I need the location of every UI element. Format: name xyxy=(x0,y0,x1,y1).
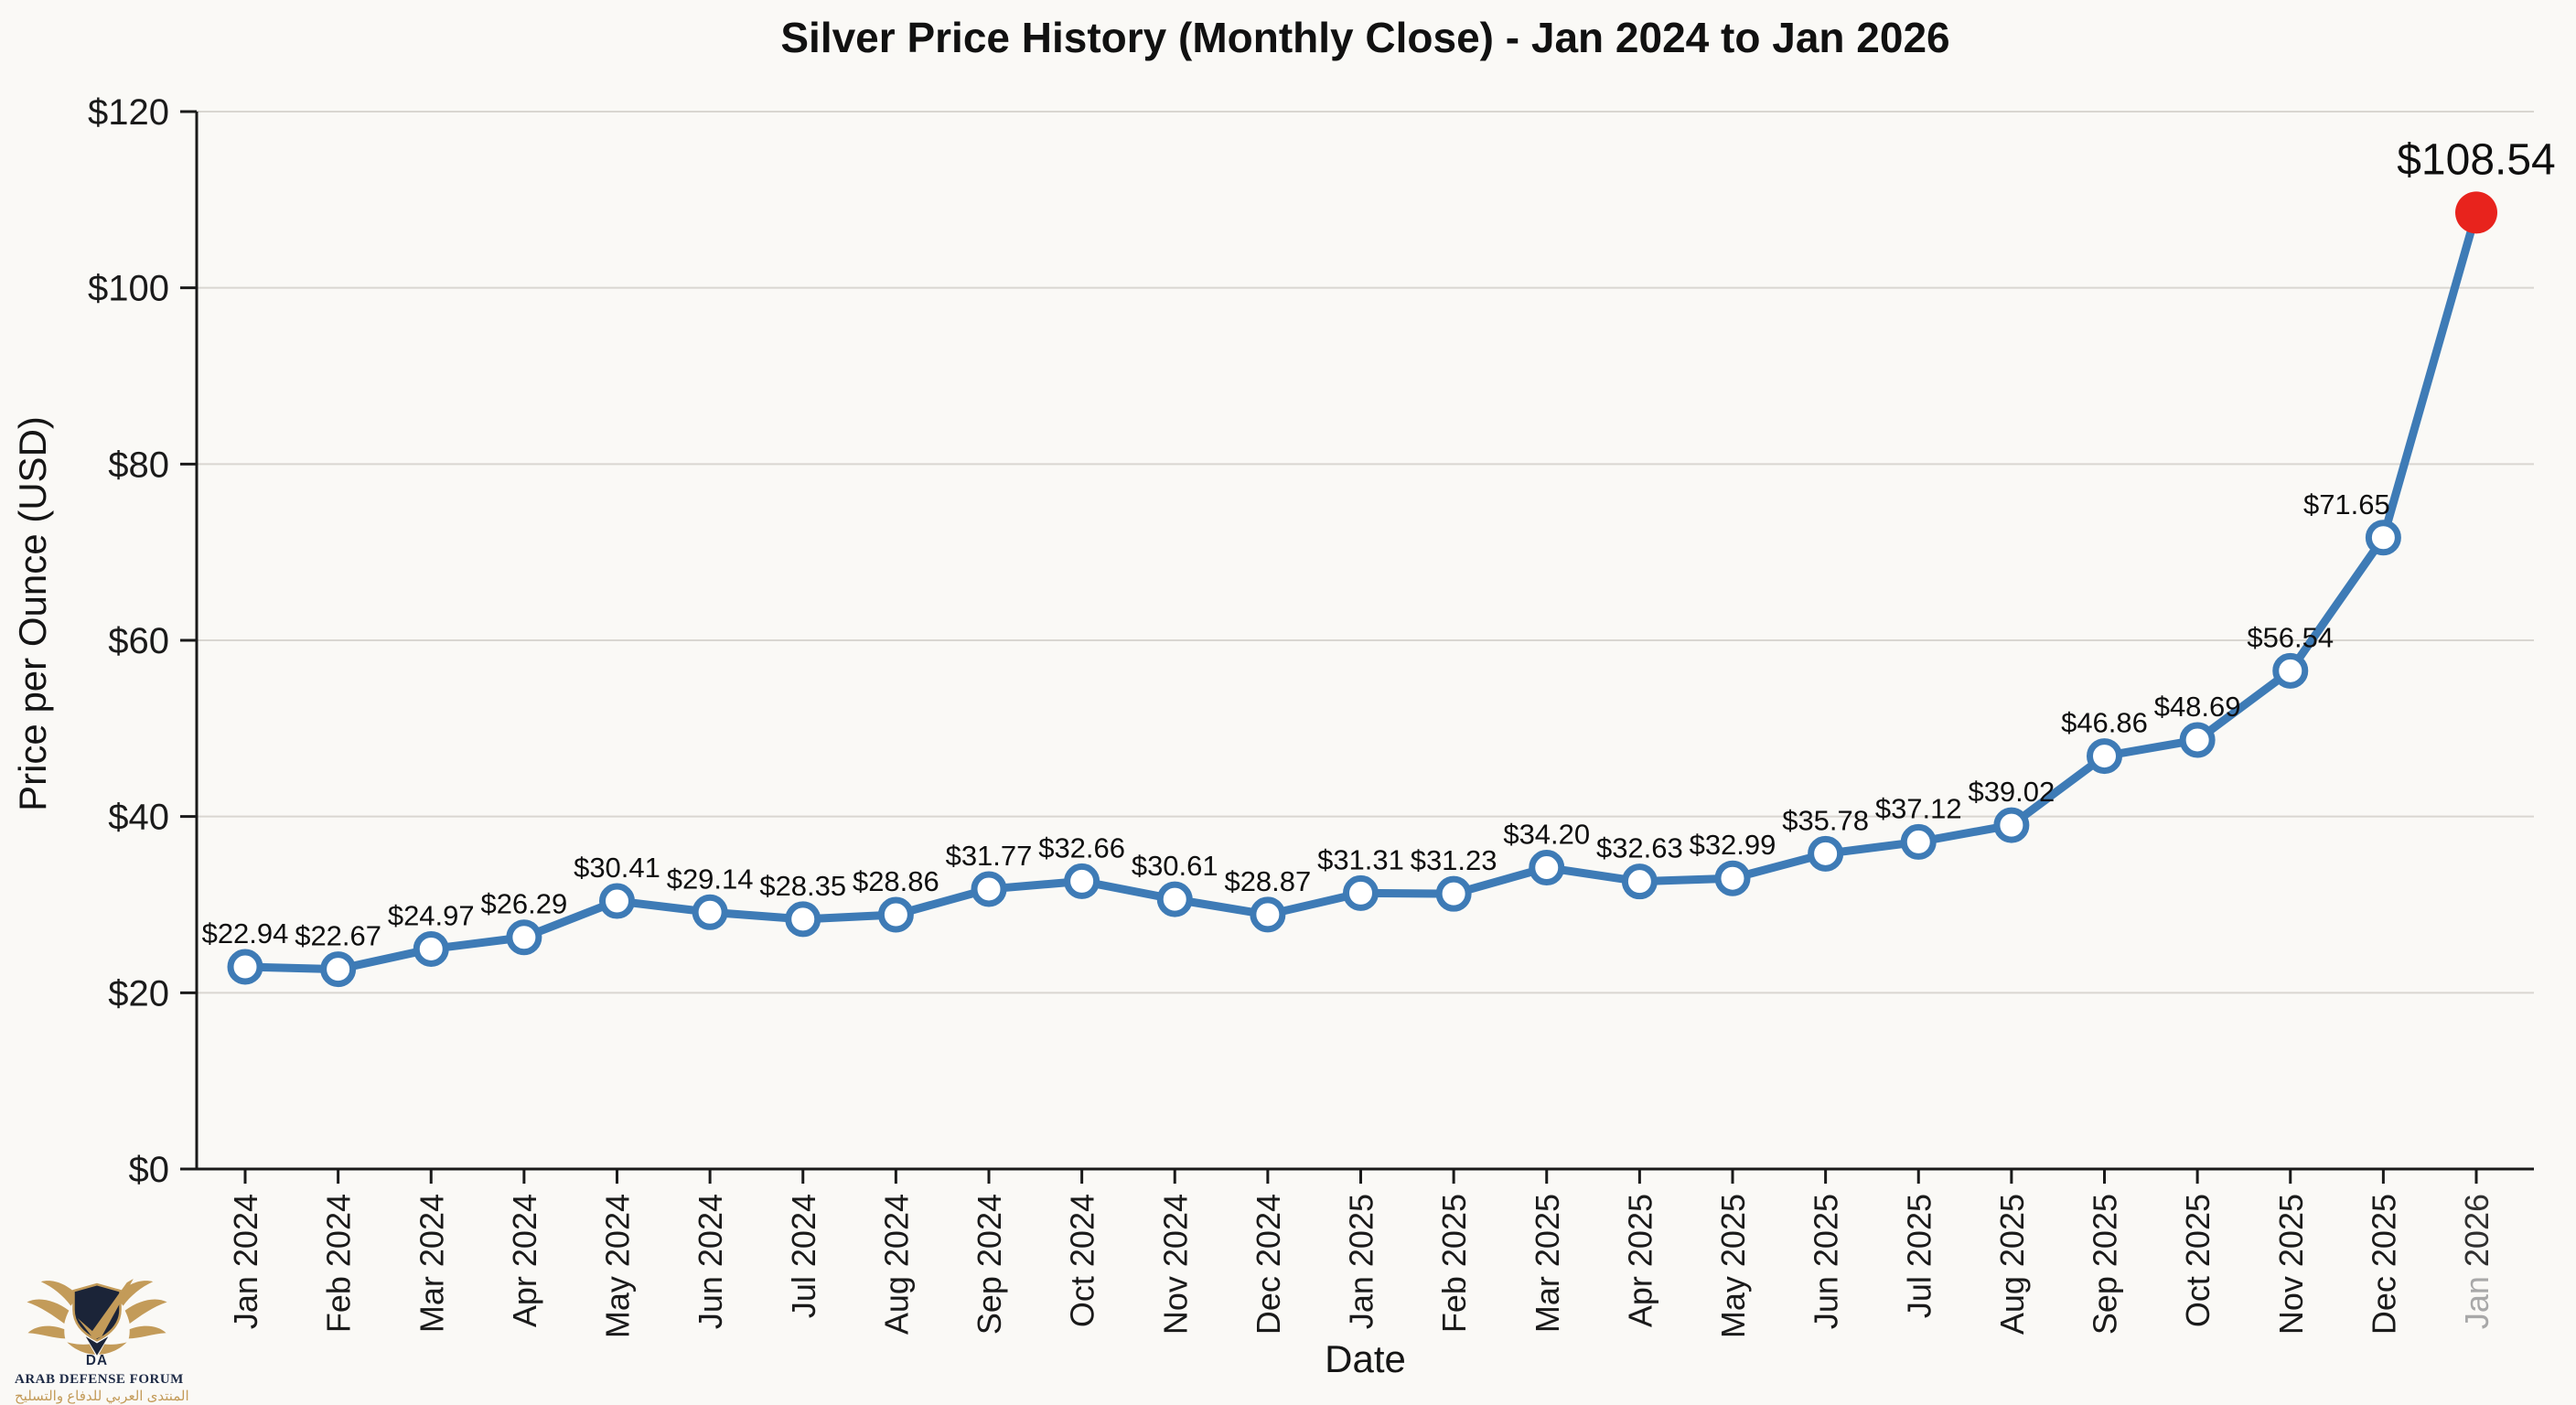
y-tick-label: $40 xyxy=(108,798,169,838)
x-tick-label: Jul 2024 xyxy=(785,1194,822,1318)
data-point-marker xyxy=(2365,520,2401,556)
data-point-marker xyxy=(413,930,449,967)
y-tick-label: $80 xyxy=(108,445,169,485)
data-point-label: $24.97 xyxy=(388,899,475,931)
x-tick-label: Apr 2025 xyxy=(1621,1194,1658,1327)
data-point-label: $30.41 xyxy=(574,852,660,884)
data-point-marker xyxy=(971,871,1007,907)
x-tick-label: Jul 2025 xyxy=(1900,1194,1937,1318)
x-tick-label: Aug 2024 xyxy=(877,1194,915,1335)
data-point-marker xyxy=(1435,875,1472,912)
x-tick-label: Jan 2024 xyxy=(227,1194,264,1329)
x-tick-label: Jun 2024 xyxy=(692,1194,729,1329)
highlight-point-marker xyxy=(2455,191,2497,234)
data-point-marker xyxy=(1064,863,1100,899)
x-tick-label: Feb 2024 xyxy=(320,1194,358,1333)
data-point-label: $26.29 xyxy=(480,888,567,920)
data-point-label: $22.94 xyxy=(202,917,289,949)
data-point-label: $39.02 xyxy=(1968,776,2055,808)
chart-title: Silver Price History (Monthly Close) - J… xyxy=(780,14,1950,61)
y-tick-label: $100 xyxy=(88,269,169,309)
x-tick-label: May 2024 xyxy=(599,1194,637,1338)
data-point-label: $32.99 xyxy=(1690,829,1776,861)
x-tick-label: Apr 2024 xyxy=(506,1194,543,1327)
x-tick-label: Dec 2024 xyxy=(1250,1194,1287,1335)
x-tick-label: Oct 2025 xyxy=(2179,1194,2216,1327)
y-tick-label: $20 xyxy=(108,973,169,1014)
data-point-label: $29.14 xyxy=(667,863,754,895)
data-point-label: $34.20 xyxy=(1503,819,1590,851)
data-point-label: $28.87 xyxy=(1224,865,1311,897)
data-point-marker xyxy=(1529,850,1565,886)
data-point-marker xyxy=(1808,835,1844,872)
data-point-label: $32.66 xyxy=(1038,831,1125,863)
data-point-label: $48.69 xyxy=(2154,691,2241,723)
data-point-label: $31.23 xyxy=(1411,844,1497,876)
data-point-marker xyxy=(320,951,357,988)
data-point-marker xyxy=(1250,896,1286,933)
data-point-label: $22.67 xyxy=(295,920,381,952)
data-point-label: $108.54 xyxy=(2397,135,2556,184)
data-point-marker xyxy=(506,919,542,956)
x-tick-label: Mar 2025 xyxy=(1529,1194,1566,1333)
shield-tail xyxy=(85,1336,109,1356)
data-point-marker xyxy=(227,949,263,985)
data-point-marker xyxy=(2087,738,2122,775)
data-point-label: $35.78 xyxy=(1782,804,1869,836)
x-tick-label: Jun 2025 xyxy=(1808,1194,1845,1329)
data-point-label: $28.86 xyxy=(853,865,939,897)
data-point-label: $31.31 xyxy=(1317,843,1404,875)
data-point-label: $30.61 xyxy=(1132,850,1218,882)
data-point-label: $71.65 xyxy=(2303,488,2390,520)
data-point-label: $37.12 xyxy=(1875,792,1962,824)
x-tick-label: Sep 2024 xyxy=(971,1194,1008,1335)
watermark-logo: DA ARAB DEFENSE FORUM المنتدى العربي للد… xyxy=(15,1279,189,1405)
data-point-marker xyxy=(1714,860,1751,896)
x-tick-label: Nov 2025 xyxy=(2272,1194,2310,1335)
x-tick-label: Oct 2024 xyxy=(1064,1194,1101,1327)
winged-shield-emblem: DA xyxy=(27,1279,167,1368)
data-point-marker xyxy=(1156,881,1193,917)
x-tick-label: Jan 2025 xyxy=(1343,1194,1380,1329)
data-point-label: $56.54 xyxy=(2247,621,2334,653)
left-wing xyxy=(27,1281,95,1355)
data-point-marker xyxy=(692,894,728,930)
data-point-marker xyxy=(785,901,821,938)
data-point-marker xyxy=(877,896,914,933)
data-point-marker xyxy=(1621,863,1658,900)
x-tick-label: May 2025 xyxy=(1714,1194,1752,1338)
x-tick-label: Nov 2024 xyxy=(1156,1194,1194,1335)
data-point-marker xyxy=(2272,652,2309,689)
data-point-marker xyxy=(1900,823,1937,860)
data-point-label: $31.77 xyxy=(946,840,1033,872)
data-point-marker xyxy=(1343,874,1379,911)
x-tick-label: Dec 2025 xyxy=(2365,1194,2402,1335)
data-point-label: $32.63 xyxy=(1596,832,1683,864)
data-point-marker xyxy=(599,883,635,919)
y-tick-label: $0 xyxy=(129,1150,170,1190)
data-point-marker xyxy=(1993,807,2030,843)
data-point-marker xyxy=(2179,722,2216,758)
right-wing xyxy=(99,1281,167,1355)
y-tick-label: $60 xyxy=(108,621,169,661)
logo-title: ARAB DEFENSE FORUM xyxy=(15,1371,184,1387)
sword-swoosh xyxy=(77,1279,134,1340)
logo-monogram: DA xyxy=(86,1353,108,1368)
x-tick-label: Jan 2026 xyxy=(2458,1194,2496,1329)
x-tick-label: Feb 2025 xyxy=(1435,1194,1473,1333)
logo-subtitle-arabic: المنتدى العربي للدفاع والتسليح xyxy=(15,1388,189,1404)
data-point-label: $46.86 xyxy=(2061,707,2148,739)
x-tick-label: Sep 2025 xyxy=(2087,1194,2124,1335)
y-tick-label: $120 xyxy=(88,92,169,133)
x-tick-label: Mar 2024 xyxy=(413,1194,450,1333)
data-point-label: $28.35 xyxy=(759,870,846,902)
x-axis-title: Date xyxy=(1325,1337,1406,1380)
x-tick-label: Aug 2025 xyxy=(1993,1194,2031,1335)
